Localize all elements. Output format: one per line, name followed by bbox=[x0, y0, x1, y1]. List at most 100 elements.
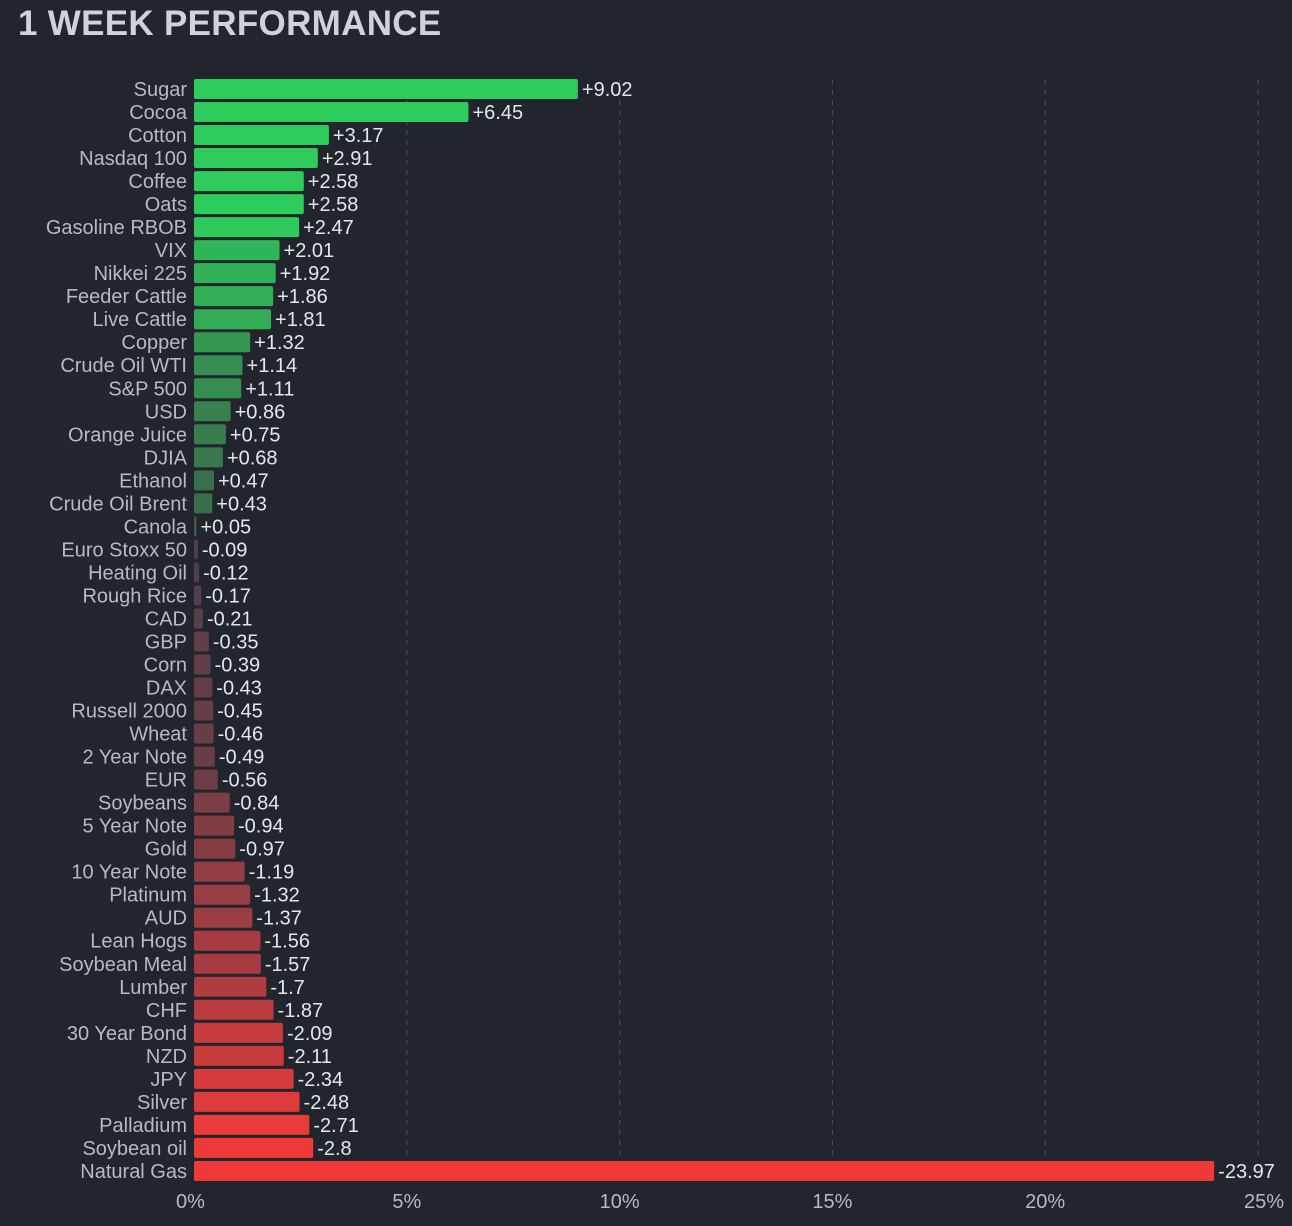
category-label: Soybean Meal bbox=[59, 954, 187, 976]
bar-value-label: +2.47 bbox=[303, 217, 354, 239]
category-label: Soybean oil bbox=[82, 1138, 187, 1160]
category-label: VIX bbox=[155, 240, 187, 262]
bar bbox=[194, 562, 200, 583]
category-label: 30 Year Bond bbox=[67, 1023, 187, 1045]
bar bbox=[194, 700, 214, 721]
bar-value-label: -2.09 bbox=[287, 1023, 333, 1045]
category-label: 10 Year Note bbox=[71, 862, 187, 884]
bar bbox=[194, 861, 245, 882]
bar bbox=[194, 884, 251, 905]
bar-value-label: +2.91 bbox=[322, 148, 373, 170]
bar bbox=[194, 1114, 310, 1135]
category-label: Lumber bbox=[119, 977, 187, 999]
bar bbox=[194, 309, 272, 330]
category-label: Russell 2000 bbox=[71, 701, 187, 723]
x-tick-label: 25% bbox=[1244, 1191, 1284, 1213]
bar bbox=[194, 1137, 314, 1158]
bar bbox=[194, 907, 253, 928]
bar bbox=[194, 194, 304, 215]
category-label: Platinum bbox=[109, 885, 187, 907]
bar-value-label: +1.14 bbox=[247, 355, 298, 377]
bar-value-label: -1.56 bbox=[264, 931, 310, 953]
bar-value-label: +2.58 bbox=[308, 171, 359, 193]
x-tick-label: 15% bbox=[812, 1191, 852, 1213]
x-axis: 0% 5% 10% 15% 20% 25% bbox=[176, 1191, 1284, 1213]
bar bbox=[194, 447, 223, 468]
x-tick-label: 0% bbox=[176, 1191, 205, 1213]
bar bbox=[194, 263, 276, 284]
bar bbox=[194, 654, 211, 675]
bar bbox=[194, 286, 274, 307]
category-label: Soybeans bbox=[98, 793, 187, 815]
bar-value-label: -2.34 bbox=[298, 1069, 344, 1091]
bar bbox=[194, 171, 304, 192]
x-tick-label: 20% bbox=[1025, 1191, 1065, 1213]
category-label: Coffee bbox=[128, 171, 187, 193]
category-label: Sugar bbox=[134, 79, 188, 101]
bar-value-label: -23.97 bbox=[1218, 1161, 1275, 1183]
x-tick-label: 10% bbox=[600, 1191, 640, 1213]
category-label: Palladium bbox=[99, 1115, 187, 1137]
bar-value-label: -1.19 bbox=[249, 862, 295, 884]
bar bbox=[194, 539, 198, 560]
category-label: Oats bbox=[145, 194, 187, 216]
category-label: Gold bbox=[145, 839, 187, 861]
bar bbox=[194, 332, 251, 353]
bar bbox=[194, 746, 215, 767]
category-label: 2 Year Note bbox=[82, 747, 187, 769]
bar bbox=[194, 516, 197, 537]
bar-value-label: -0.84 bbox=[234, 793, 280, 815]
bar-value-label: -0.21 bbox=[207, 608, 253, 630]
bar bbox=[194, 1045, 284, 1066]
bar-value-label: -0.97 bbox=[239, 839, 285, 861]
bar bbox=[194, 102, 469, 123]
bar bbox=[194, 999, 274, 1020]
category-label: DAX bbox=[146, 678, 187, 700]
category-label: USD bbox=[145, 401, 187, 423]
bar-value-label: -1.7 bbox=[270, 977, 304, 999]
category-label: Cotton bbox=[128, 125, 187, 147]
bar-value-label: -1.37 bbox=[256, 908, 302, 930]
bar-value-label: +0.47 bbox=[218, 470, 269, 492]
bar bbox=[194, 217, 300, 238]
bar-value-label: -0.46 bbox=[218, 724, 264, 746]
category-label: Feeder Cattle bbox=[66, 286, 187, 308]
bar bbox=[194, 585, 202, 606]
bar-value-label: +1.11 bbox=[245, 378, 294, 400]
bar-value-label: -1.57 bbox=[265, 954, 311, 976]
category-label: Orange Juice bbox=[68, 424, 187, 446]
category-label: Euro Stoxx 50 bbox=[61, 539, 187, 561]
bar-value-label: +6.45 bbox=[473, 102, 524, 124]
bar-value-label: +1.92 bbox=[280, 263, 331, 285]
bar-value-label: -0.45 bbox=[217, 701, 263, 723]
bar bbox=[194, 1160, 1215, 1181]
bar-value-label: +0.05 bbox=[201, 516, 252, 538]
category-label: Natural Gas bbox=[80, 1161, 187, 1183]
bar bbox=[194, 424, 226, 445]
bar bbox=[194, 1091, 300, 1112]
bar-value-label: +2.01 bbox=[284, 240, 335, 262]
category-label: EUR bbox=[145, 770, 187, 792]
bar-value-label: +1.86 bbox=[277, 286, 328, 308]
category-label: JPY bbox=[150, 1069, 187, 1091]
category-label: S&P 500 bbox=[108, 378, 187, 400]
category-label: Silver bbox=[137, 1092, 187, 1114]
bar bbox=[194, 470, 215, 491]
category-label: Ethanol bbox=[119, 470, 187, 492]
bar bbox=[194, 815, 235, 836]
bar-value-label: -2.11 bbox=[288, 1046, 332, 1068]
bar bbox=[194, 631, 209, 652]
bar-value-label: -2.8 bbox=[317, 1138, 351, 1160]
category-label: GBP bbox=[145, 631, 187, 653]
category-label: AUD bbox=[145, 908, 187, 930]
category-label: Cocoa bbox=[129, 102, 188, 124]
bar bbox=[194, 976, 267, 997]
bar-layer: Sugar +9.02 Cocoa +6.45 Cotton +3.17 Nasdaq 10… bbox=[46, 79, 1275, 1183]
category-label: 5 Year Note bbox=[82, 816, 187, 838]
bar-value-label: +0.68 bbox=[227, 447, 278, 469]
category-label: NZD bbox=[146, 1046, 187, 1068]
bar bbox=[194, 240, 280, 261]
bar-value-label: -0.39 bbox=[215, 655, 261, 677]
category-label: Gasoline RBOB bbox=[46, 217, 187, 239]
